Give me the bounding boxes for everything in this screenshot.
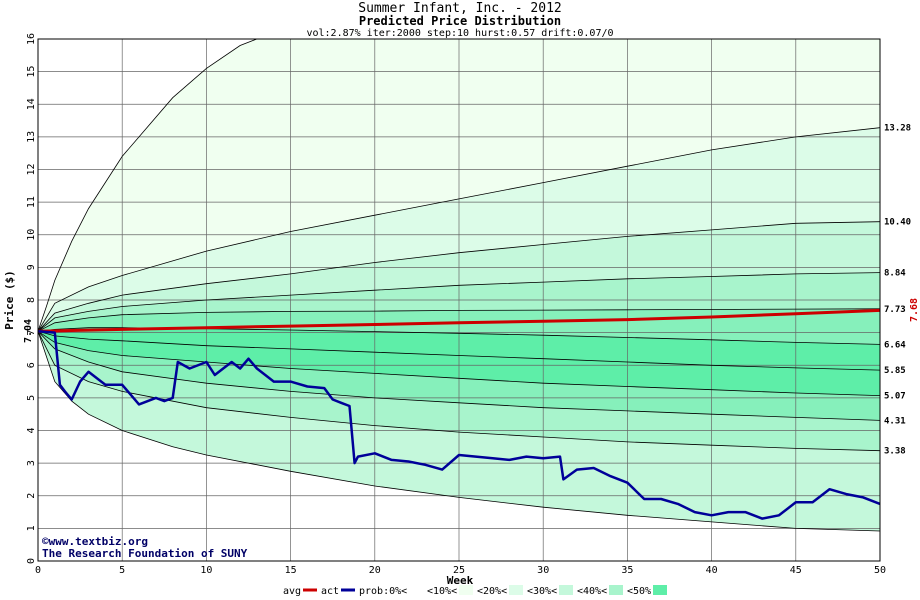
percentile-end-label: 4.31 [884,416,906,426]
y-tick-label: 12 [26,163,37,175]
watermark-line-1: ©www.textbiz.org [42,535,148,548]
legend-label: avg [283,586,301,597]
watermark-line-2: The Research Foundation of SUNY [42,547,248,560]
x-tick-label: 25 [453,565,465,576]
legend-swatch [653,585,667,595]
percentile-curve [37,327,881,345]
percentile-curve [37,308,881,332]
legend-swatch [459,585,473,595]
percentile-curve [37,127,881,332]
plot-frame [37,38,881,562]
percentile-end-label: 13.28 [884,124,911,134]
percentile-curve [37,272,881,332]
y-tick-label: 13 [26,131,37,143]
percentile-end-label: 6.64 [884,340,906,350]
legend-label: <40%< [577,586,607,597]
percentile-end-label: 7.73 [884,305,906,315]
percentile-end-labels: 13.28 10.40 8.84 7.73 6.64 5.85 5.07 4.31 3.38 [884,124,911,457]
chart-subtitle: Predicted Price Distribution [359,14,561,28]
probability-band [38,331,880,451]
y-tick-label: 1 [26,525,37,531]
legend-label: <10%< [427,586,457,597]
x-axis-label: Week [447,574,474,587]
start-price-label: 7.04 [23,319,34,343]
percentile-curve [37,331,881,452]
percentile-curve [37,331,881,421]
percentile-curve [37,331,881,532]
x-tick-label: 10 [200,565,212,576]
y-tick-label: 11 [26,196,37,208]
x-tick-label: 5 [119,565,125,576]
legend-swatch [409,585,423,595]
percentile-end-label: 3.38 [884,447,906,457]
y-tick-label: 16 [26,33,37,45]
y-tick-label: 15 [26,66,37,78]
x-tick-label: 45 [790,565,802,576]
percentile-end-label: 10.40 [884,218,911,228]
x-tick-label: 20 [369,565,381,576]
y-tick-label: 7 [26,330,37,336]
y-tick-label: 2 [26,493,37,499]
x-tick-label: 30 [537,565,549,576]
x-tick-label: 40 [706,565,718,576]
y-tick-label: 8 [26,297,37,303]
percentile-end-label: 5.07 [884,392,906,402]
probability-band [38,331,880,531]
y-tick-label: 6 [26,362,37,368]
probability-band [38,331,880,561]
y-tick-label: 14 [26,98,37,110]
percentile-curve [37,38,258,332]
y-tick-label: 9 [26,264,37,270]
y-tick-label: 10 [26,229,37,241]
chart-title: Summer Infant, Inc. - 2012 [358,1,562,16]
percentile-curve [37,221,881,332]
legend-swatch [609,585,623,595]
x-tick-label: 35 [621,565,633,576]
y-tick-label: 0 [26,558,37,564]
series-lines [37,308,881,520]
percentile-curve [37,330,881,396]
percentile-end-label: 5.85 [884,366,906,376]
legend-label: prob:0%< [359,586,407,597]
y-axis-label: Price ($) [3,270,16,330]
chart-params: vol:2.87% iter:2000 step:10 hurst:0.57 d… [306,28,613,39]
legend-label: <30%< [527,586,557,597]
percentile-curves [37,38,881,532]
x-tick-label: 50 [874,565,886,576]
percentile-end-label: 8.84 [884,269,906,279]
x-tick-label: 0 [35,565,41,576]
y-tick-label: 5 [26,395,37,401]
y-tick-label: 4 [26,427,37,433]
series-line-avg [37,308,881,333]
x-tick-labels: 0 5 10 15 20 25 30 35 40 45 50 [35,565,886,576]
legend-label: act [321,586,339,597]
percentile-curve [37,330,881,371]
x-tick-label: 15 [285,565,297,576]
legend: avg act prob:0%< <10%< <20%< <30%< <40%< <50% [283,585,667,597]
legend-label: <50% [627,586,651,597]
series-line-act [37,330,881,520]
end-actual-label: 7.68 [909,298,920,322]
legend-swatch [509,585,523,595]
y-tick-label: 3 [26,460,37,466]
legend-swatch [559,585,573,595]
legend-label: <20%< [477,586,507,597]
